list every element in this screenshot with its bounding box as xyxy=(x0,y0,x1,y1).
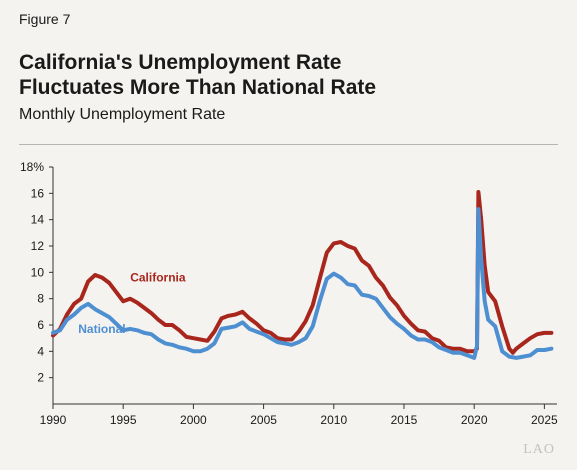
y-tick-label: 10 xyxy=(31,265,45,279)
series-label-california: California xyxy=(130,271,186,285)
y-tick-label: 14 xyxy=(31,213,45,227)
series-label-national: National xyxy=(78,322,125,336)
y-tick-label: 12 xyxy=(31,239,45,253)
y-tick-label: 8 xyxy=(37,292,44,306)
series-line-national xyxy=(51,207,554,360)
unemployment-line-chart: 2 4 6 8 10 12 14 16 18% 1990 1995 2000 2005 2010 2015 2… xyxy=(20,160,558,427)
x-tick-label: 1995 xyxy=(110,413,137,427)
y-tick-label: 4 xyxy=(37,344,44,358)
x-tick-label: 2010 xyxy=(320,413,347,427)
x-tick-label: 2020 xyxy=(461,413,488,427)
x-tick-label: 2015 xyxy=(391,413,418,427)
chart-title-line-1: California's Unemployment Rate xyxy=(19,51,342,74)
series-line-california xyxy=(51,190,554,355)
y-tick-label: 2 xyxy=(37,371,44,385)
chart-title-line-2: Fluctuates More Than National Rate xyxy=(19,76,377,99)
y-tick-label: 6 xyxy=(37,318,44,332)
x-tick-label: 2000 xyxy=(180,413,207,427)
lao-watermark: LAO xyxy=(523,442,555,457)
y-tick-label: 18% xyxy=(20,160,44,174)
figure-label: Figure 7 xyxy=(19,11,71,27)
x-tick-label: 1990 xyxy=(40,413,67,427)
title-divider xyxy=(19,144,558,145)
chart-title: California's Unemployment Rate Fluctuate… xyxy=(19,50,559,100)
y-tick-label: 16 xyxy=(31,186,45,200)
x-tick-label: 2025 xyxy=(531,413,558,427)
chart-subtitle: Monthly Unemployment Rate xyxy=(19,106,226,123)
x-tick-label: 2005 xyxy=(250,413,277,427)
